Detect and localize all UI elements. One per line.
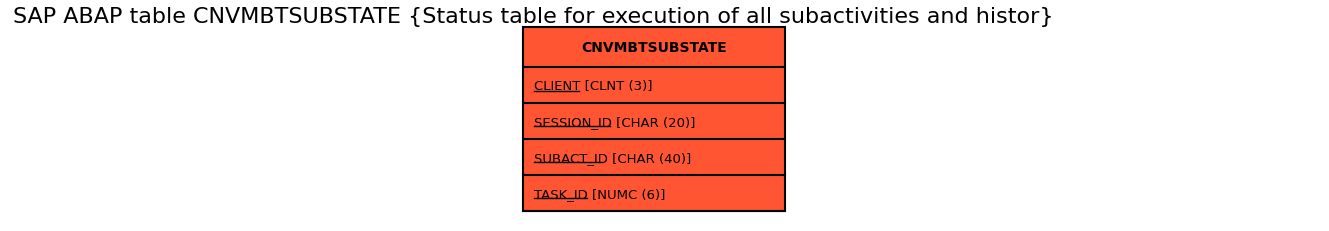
Text: CNVMBTSUBSTATE: CNVMBTSUBSTATE xyxy=(581,41,727,55)
Text: CLIENT [CLNT (3)]: CLIENT [CLNT (3)] xyxy=(534,79,653,93)
Text: SUBACT_ID [CHAR (40)]: SUBACT_ID [CHAR (40)] xyxy=(534,151,691,164)
Text: SESSION_ID [CHAR (20)]: SESSION_ID [CHAR (20)] xyxy=(534,115,695,128)
Text: TASK_ID [NUMC (6)]: TASK_ID [NUMC (6)] xyxy=(534,187,664,200)
FancyBboxPatch shape xyxy=(524,28,785,211)
Text: SAP ABAP table CNVMBTSUBSTATE {Status table for execution of all subactivities a: SAP ABAP table CNVMBTSUBSTATE {Status ta… xyxy=(13,7,1054,27)
